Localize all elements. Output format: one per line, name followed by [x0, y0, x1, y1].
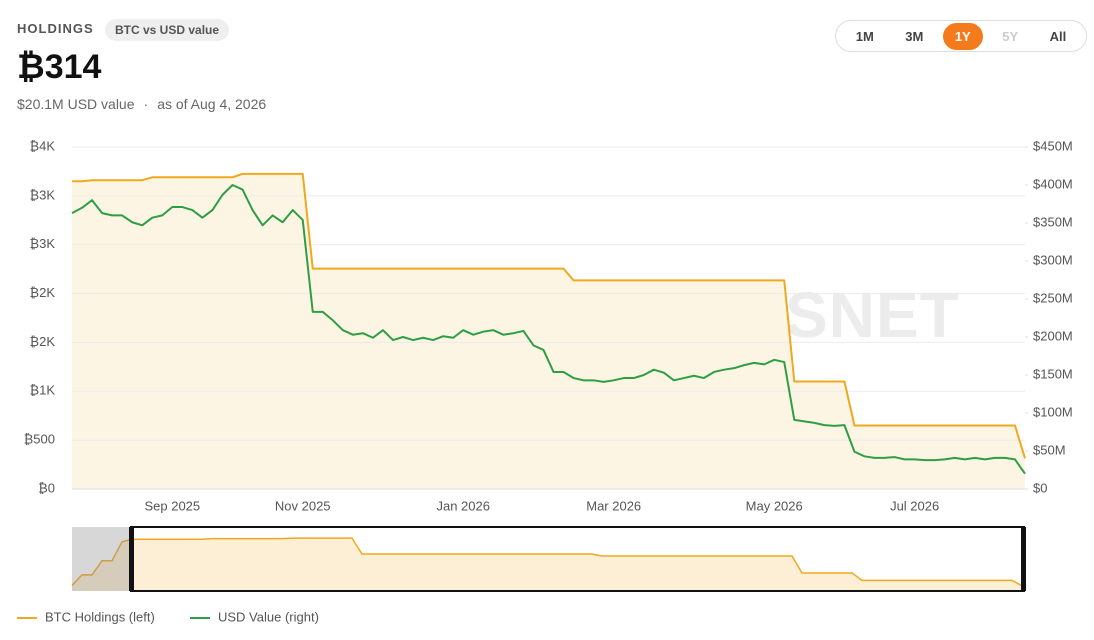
x-tick-label: May 2026	[746, 498, 803, 513]
x-tick-label: Jul 2026	[890, 498, 939, 513]
legend-label: BTC Holdings (left)	[45, 609, 155, 624]
navigator-handle-right[interactable]	[1021, 527, 1026, 591]
y-tick-label: ₿1K	[29, 383, 55, 398]
y2-tick-label: $300M	[1033, 252, 1073, 267]
y-tick-label: ₿4K	[29, 138, 55, 153]
range-selector: 1M 3M 1Y 5Y All	[835, 20, 1087, 52]
series-line	[71, 184, 1026, 475]
range-button[interactable]: All	[1049, 28, 1067, 44]
y-tick-label: ₿2K	[29, 334, 55, 349]
y-tick-label: ₿500	[24, 432, 55, 447]
range-button[interactable]: 1Y	[942, 22, 983, 50]
y2-tick-label: $150M	[1033, 366, 1073, 381]
usd-value: $20.1M USD value	[17, 96, 135, 112]
legend-label: USD Value (right)	[218, 609, 319, 624]
subtitle: $20.1M USD value · as of Aug 4, 2026	[17, 96, 275, 112]
y-tick-label: ₿3K	[29, 236, 55, 251]
y2-tick-label: $100M	[1033, 404, 1073, 419]
x-tick-label: Sep 2025	[144, 498, 200, 513]
y-tick-label: ₿0	[38, 480, 55, 495]
holdings-value: ₿314	[17, 48, 102, 86]
section-title: HOLDINGS	[17, 21, 94, 36]
y2-tick-label: $350M	[1033, 214, 1073, 229]
badge: BTC vs USD value	[105, 19, 230, 41]
range-button[interactable]: 3M	[905, 28, 924, 44]
x-tick-label: Mar 2026	[586, 498, 641, 513]
y2-tick-label: $400M	[1033, 176, 1073, 191]
y-tick-label: ₿3K	[29, 187, 55, 202]
navigator-area	[72, 538, 1022, 591]
y2-tick-label: $450M	[1033, 138, 1073, 153]
x-tick-label: Jan 2026	[436, 498, 490, 513]
range-button: 5Y	[1002, 28, 1019, 44]
y-tick-label: ₿2K	[29, 285, 55, 300]
range-button[interactable]: 1M	[855, 28, 874, 44]
navigator-mask	[72, 527, 130, 591]
y2-tick-label: $200M	[1033, 328, 1073, 343]
as-of-date: as of Aug 4, 2026	[157, 96, 267, 112]
x-tick-label: Nov 2025	[275, 498, 331, 513]
y2-tick-label: $250M	[1033, 290, 1073, 305]
separator: ·	[143, 96, 149, 112]
y2-tick-label: $50M	[1033, 442, 1066, 457]
navigator-line	[71, 537, 1023, 587]
series-line	[72, 172, 1026, 459]
y2-tick-label: $0	[1033, 480, 1047, 495]
navigator-handle-left[interactable]	[129, 527, 134, 591]
